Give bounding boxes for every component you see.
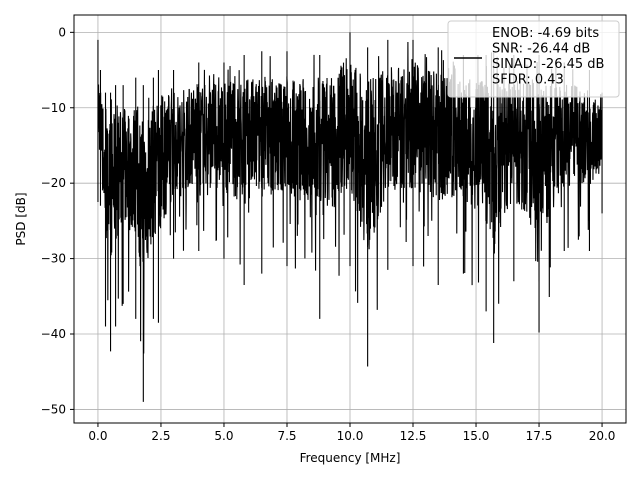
y-axis-label: PSD [dB] [14,192,28,245]
y-tick-label-4: −40 [41,327,66,341]
y-tick-label-0: 0 [58,25,66,39]
x-tick-label-7: 17.5 [526,429,553,443]
y-tick-label-3: −30 [41,252,66,266]
y-tick-label-2: −20 [41,176,66,190]
legend-entry-3: SFDR: 0.43 [492,73,564,88]
y-tick-label-5: −50 [41,402,66,416]
x-tick-label-6: 15.0 [463,429,490,443]
x-tick-label-3: 7.5 [277,429,296,443]
x-tick-label-4: 10.0 [337,429,364,443]
x-tick-label-0: 0.0 [88,429,107,443]
legend-entry-1: SNR: -26.44 dB [492,42,590,57]
legend-box [447,20,620,98]
y-tick-label-1: −10 [41,101,66,115]
x-axis-label: Frequency [MHz] [300,451,401,465]
x-tick-label-1: 2.5 [151,429,170,443]
legend-entry-2: SINAD: -26.45 dB [492,57,604,72]
psd-series-line [97,32,603,402]
legend-entry-0: ENOB: -4.69 bits [492,26,599,41]
x-tick-label-2: 5.0 [214,429,233,443]
x-tick-label-8: 20.0 [589,429,616,443]
x-tick-label-5: 12.5 [400,429,427,443]
